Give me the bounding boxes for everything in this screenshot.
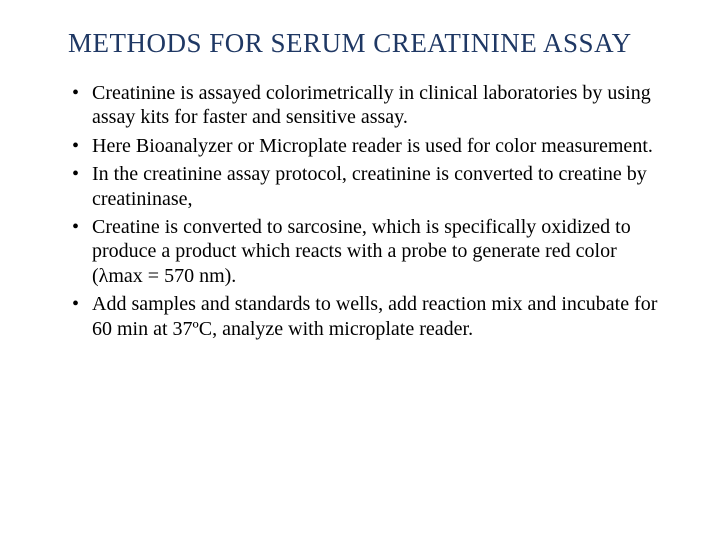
- list-item: Here Bioanalyzer or Microplate reader is…: [72, 134, 660, 158]
- slide-title: METHODS FOR SERUM CREATININE ASSAY: [68, 28, 680, 59]
- list-item: Creatine is converted to sarcosine, whic…: [72, 215, 660, 288]
- bullet-list: Creatinine is assayed colorimetrically i…: [40, 81, 680, 341]
- list-item: Add samples and standards to wells, add …: [72, 292, 660, 341]
- slide-container: METHODS FOR SERUM CREATININE ASSAY Creat…: [0, 0, 720, 540]
- list-item: Creatinine is assayed colorimetrically i…: [72, 81, 660, 130]
- list-item: In the creatinine assay protocol, creati…: [72, 162, 660, 211]
